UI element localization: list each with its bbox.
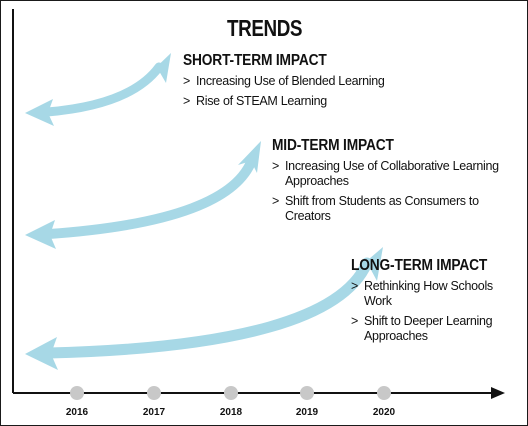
trend-item: > Rethinking How Schools Work xyxy=(351,279,521,309)
year-label: 2017 xyxy=(143,407,166,418)
trend-list: > Increasing Use of Collaborative Learnin… xyxy=(272,159,517,224)
trend-item: > Increasing Use of Blended Learning xyxy=(183,74,483,89)
bullet-marker: > xyxy=(272,159,279,173)
year-marker-2018: 2018 xyxy=(220,386,243,418)
trend-text: Increasing Use of Blended Learning xyxy=(196,74,385,88)
axis-arrowhead xyxy=(491,387,505,399)
bullet-marker: > xyxy=(351,279,358,293)
trend-text: Rise of STEAM Learning xyxy=(196,94,327,108)
trend-list: > Rethinking How Schools Work > Shift to D… xyxy=(351,279,521,344)
year-label: 2019 xyxy=(296,407,319,418)
long-term-arrow xyxy=(25,247,383,370)
year-marker-2016: 2016 xyxy=(66,386,89,418)
bullet-marker: > xyxy=(351,314,358,328)
year-marker-2019: 2019 xyxy=(296,386,319,418)
short-term-group: SHORT-TERM IMPACT > Increasing Use of Ble… xyxy=(183,52,483,114)
trend-text: Shift to Deeper Learning Approaches xyxy=(364,314,493,343)
group-heading: LONG-TERM IMPACT xyxy=(351,257,488,274)
trend-text: Rethinking How Schools Work xyxy=(364,279,493,308)
year-label: 2020 xyxy=(373,407,396,418)
bullet-marker: > xyxy=(183,94,190,108)
year-marker-2020: 2020 xyxy=(373,386,396,418)
trend-item: > Shift to Deeper Learning Approaches xyxy=(351,314,521,344)
long-term-group: LONG-TERM IMPACT > Rethinking How Schools… xyxy=(351,257,521,349)
mid-term-group: MID-TERM IMPACT > Increasing Use of Colla… xyxy=(272,137,517,229)
diagram-title: TRENDS xyxy=(227,15,303,41)
year-label: 2016 xyxy=(66,407,89,418)
bullet-marker: > xyxy=(272,194,279,208)
group-heading: MID-TERM IMPACT xyxy=(272,137,394,154)
mid-term-arrow xyxy=(25,141,261,249)
short-term-arrow xyxy=(25,53,171,126)
year-marker-2017: 2017 xyxy=(143,386,166,418)
trend-item: > Shift from Students as Consumers to Cre… xyxy=(272,194,517,224)
trend-item: > Increasing Use of Collaborative Learnin… xyxy=(272,159,517,189)
trend-text: Shift from Students as Consumers to Crea… xyxy=(285,194,479,223)
year-label: 2018 xyxy=(220,407,243,418)
bullet-marker: > xyxy=(183,74,190,88)
trend-item: > Rise of STEAM Learning xyxy=(183,94,483,109)
trend-list: > Increasing Use of Blended Learning > Ris… xyxy=(183,74,483,109)
group-heading: SHORT-TERM IMPACT xyxy=(183,52,327,69)
trend-text: Increasing Use of Collaborative Learning… xyxy=(285,159,499,188)
